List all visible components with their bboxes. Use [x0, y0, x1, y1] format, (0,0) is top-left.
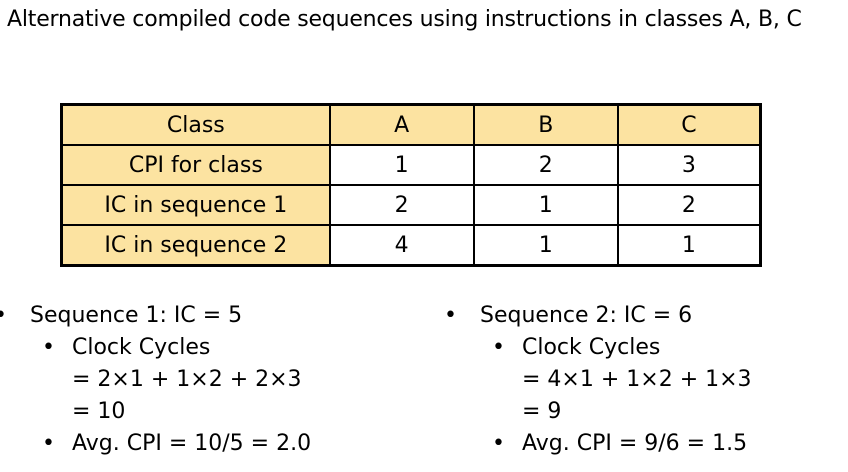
row-label-cpi: CPI for class: [60, 144, 331, 186]
seq2-clock-label: Clock Cycles: [522, 335, 661, 360]
table-row-ic-seq1: IC in sequence 1 2 1 2: [60, 184, 762, 226]
slide-title: Alternative compiled code sequences usin…: [7, 7, 802, 32]
seq2-clock-expr: = 4×1 + 1×2 + 1×3: [522, 367, 752, 392]
table-header-row: Class A B C: [60, 103, 762, 146]
header-cell-class: Class: [60, 103, 331, 146]
bullet-icon: •: [444, 303, 457, 328]
seq1-clock-label: Clock Cycles: [72, 335, 211, 360]
header-cell-a: A: [328, 103, 475, 146]
cell-seq2-b: 1: [472, 224, 619, 267]
cell-seq2-a: 4: [328, 224, 475, 267]
bullet-icon: •: [42, 335, 55, 360]
cell-seq2-c: 1: [616, 224, 762, 267]
table-row-cpi: CPI for class 1 2 3: [60, 144, 762, 186]
seq1-avg-cpi: Avg. CPI = 10/5 = 2.0: [72, 431, 312, 456]
bullet-icon: •: [42, 431, 55, 456]
cell-cpi-c: 3: [616, 144, 762, 186]
row-label-ic-seq1: IC in sequence 1: [60, 184, 331, 226]
seq1-clock-result: = 10: [72, 399, 126, 424]
seq1-heading: Sequence 1: IC = 5: [30, 303, 243, 328]
row-label-ic-seq2: IC in sequence 2: [60, 224, 331, 267]
seq2-heading: Sequence 2: IC = 6: [480, 303, 693, 328]
table-row-ic-seq2: IC in sequence 2 4 1 1: [60, 224, 762, 267]
cell-cpi-b: 2: [472, 144, 619, 186]
bullet-icon: •: [492, 335, 505, 360]
bullet-icon: •: [0, 300, 7, 332]
header-cell-b: B: [472, 103, 619, 146]
cell-seq1-b: 1: [472, 184, 619, 226]
seq1-clock-expr: = 2×1 + 1×2 + 2×3: [72, 367, 302, 392]
header-cell-c: C: [616, 103, 762, 146]
cell-cpi-a: 1: [328, 144, 475, 186]
seq2-avg-cpi: Avg. CPI = 9/6 = 1.5: [522, 431, 748, 456]
seq2-clock-result: = 9: [522, 399, 562, 424]
cell-seq1-a: 2: [328, 184, 475, 226]
cpi-table: Class A B C CPI for class 1 2 3 IC in se…: [60, 103, 762, 267]
bullet-icon: •: [492, 431, 505, 456]
cell-seq1-c: 2: [616, 184, 762, 226]
